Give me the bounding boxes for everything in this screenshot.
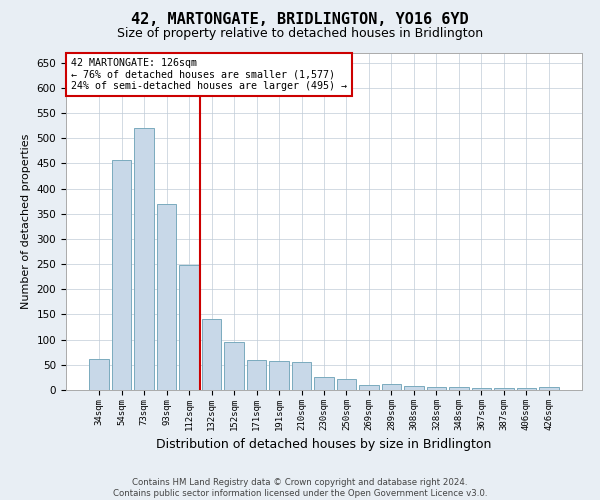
Bar	[134, 128, 154, 390]
Bar	[292, 362, 311, 390]
Bar	[179, 265, 199, 390]
Bar	[517, 388, 536, 390]
X-axis label: Distribution of detached houses by size in Bridlington: Distribution of detached houses by size …	[157, 438, 491, 451]
Bar	[157, 204, 176, 390]
Y-axis label: Number of detached properties: Number of detached properties	[21, 134, 31, 309]
Bar	[382, 384, 401, 390]
Bar	[404, 386, 424, 390]
Bar	[112, 160, 131, 390]
Bar	[202, 320, 221, 390]
Text: Contains HM Land Registry data © Crown copyright and database right 2024.
Contai: Contains HM Land Registry data © Crown c…	[113, 478, 487, 498]
Text: 42, MARTONGATE, BRIDLINGTON, YO16 6YD: 42, MARTONGATE, BRIDLINGTON, YO16 6YD	[131, 12, 469, 28]
Bar	[472, 388, 491, 390]
Bar	[449, 387, 469, 390]
Bar	[269, 362, 289, 390]
Bar	[359, 385, 379, 390]
Bar	[247, 360, 266, 390]
Bar	[337, 379, 356, 390]
Text: 42 MARTONGATE: 126sqm
← 76% of detached houses are smaller (1,577)
24% of semi-d: 42 MARTONGATE: 126sqm ← 76% of detached …	[71, 58, 347, 91]
Bar	[494, 388, 514, 390]
Bar	[89, 359, 109, 390]
Bar	[427, 387, 446, 390]
Bar	[539, 388, 559, 390]
Bar	[314, 378, 334, 390]
Bar	[224, 342, 244, 390]
Text: Size of property relative to detached houses in Bridlington: Size of property relative to detached ho…	[117, 28, 483, 40]
